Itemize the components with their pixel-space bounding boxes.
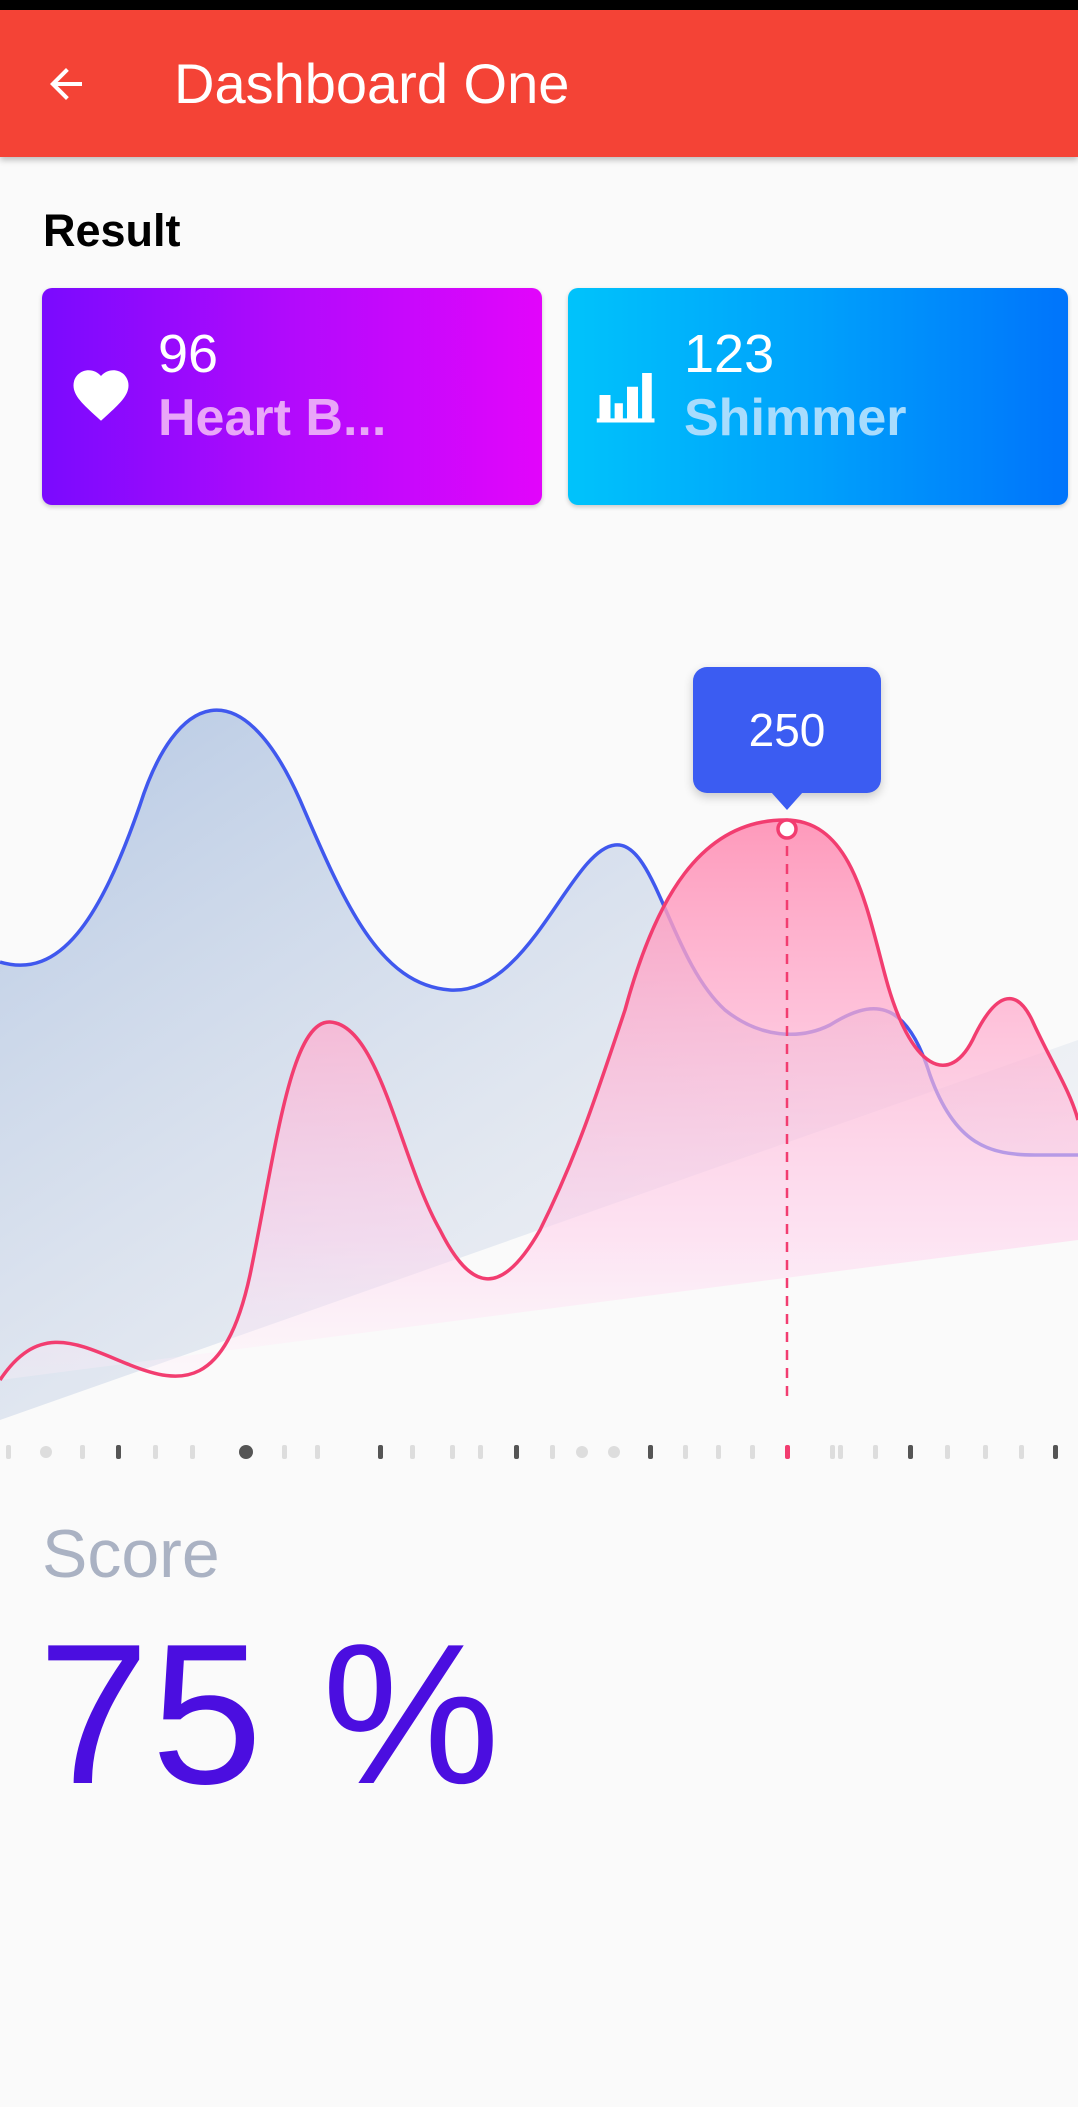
x-axis-ticks [6, 1445, 1058, 1459]
heart-icon [73, 370, 129, 421]
area-chart[interactable] [0, 600, 1078, 1480]
status-bar [0, 0, 1078, 10]
highlight-point[interactable] [776, 818, 798, 840]
app-bar: Dashboard One [0, 10, 1078, 157]
section-label: Result [43, 205, 181, 256]
back-button[interactable] [36, 54, 96, 114]
arrow-back-icon [50, 68, 82, 100]
shimmer-value: 123 [684, 324, 775, 384]
heart-beat-card[interactable]: 96 Heart B... [42, 288, 542, 505]
shimmer-label: Shimmer [684, 389, 907, 447]
series-pink-line [0, 818, 1078, 1381]
score-value: 75 % [38, 1603, 502, 1826]
shimmer-card[interactable]: 123 Shimmer [568, 288, 1068, 505]
chart-tooltip: 250 [693, 667, 881, 793]
heart-beat-label: Heart B... [158, 389, 387, 447]
tooltip-arrow [771, 792, 803, 810]
score-label: Score [42, 1516, 220, 1592]
heart-beat-value: 96 [158, 324, 219, 384]
series-pink-area [0, 820, 1078, 1380]
bar-chart-icon [596, 373, 655, 423]
page-title: Dashboard One [174, 52, 570, 115]
